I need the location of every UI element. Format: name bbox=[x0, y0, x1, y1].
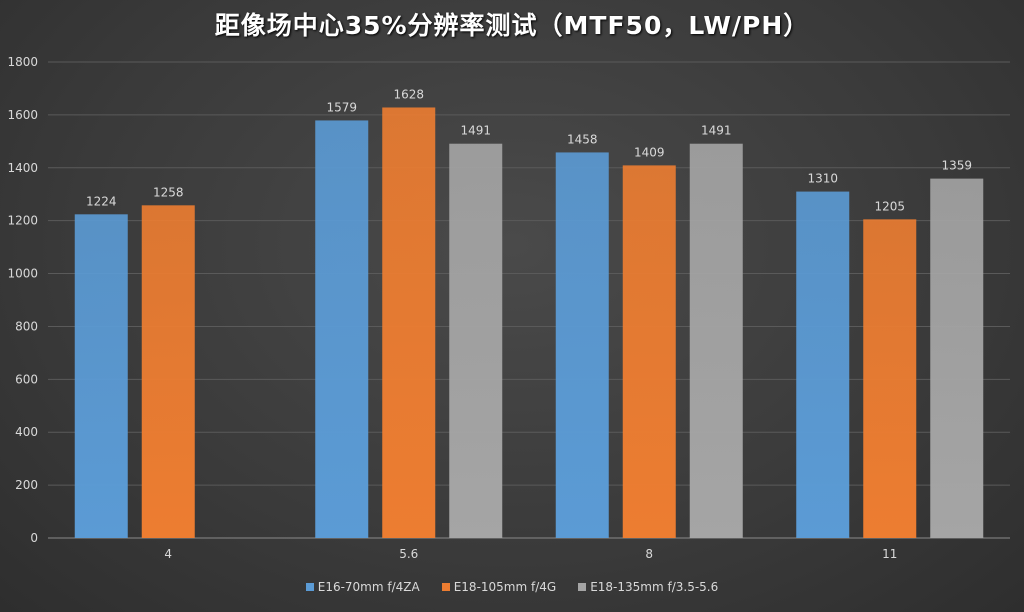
legend-swatch bbox=[441, 583, 450, 591]
data-label: 1258 bbox=[153, 185, 184, 199]
data-label: 1458 bbox=[567, 132, 598, 146]
legend-item: E18-135mm f/3.5-5.6 bbox=[578, 580, 718, 594]
x-tick-label: 5.6 bbox=[399, 547, 418, 561]
y-tick-label: 600 bbox=[15, 372, 38, 386]
x-tick-label: 4 bbox=[164, 547, 172, 561]
y-tick-label: 400 bbox=[15, 425, 38, 439]
data-label: 1409 bbox=[634, 145, 665, 159]
chart-title: 距像场中心35%分辨率测试（MTF50，LW/PH） bbox=[214, 11, 810, 40]
y-tick-label: 1600 bbox=[7, 108, 38, 122]
data-label: 1359 bbox=[941, 159, 972, 173]
bar bbox=[315, 120, 369, 538]
legend-label: E16-70mm f/4ZA bbox=[317, 580, 420, 594]
legend-label: E18-105mm f/4G bbox=[453, 580, 557, 594]
data-label: 1310 bbox=[807, 172, 838, 186]
y-tick-label: 200 bbox=[15, 478, 38, 492]
bar bbox=[449, 143, 503, 539]
legend-swatch bbox=[305, 583, 314, 591]
x-tick-label: 11 bbox=[882, 547, 897, 561]
legend-item: E18-105mm f/4G bbox=[441, 580, 557, 594]
data-label: 1224 bbox=[86, 194, 117, 208]
data-label: 1628 bbox=[393, 87, 424, 101]
bar bbox=[689, 143, 743, 539]
data-label: 1579 bbox=[326, 100, 357, 114]
data-label: 1491 bbox=[460, 124, 491, 138]
legend: E16-70mm f/4ZA E18-105mm f/4G E18-135mm f/… bbox=[0, 580, 1024, 594]
y-tick-label: 1200 bbox=[7, 214, 38, 228]
bar bbox=[863, 219, 917, 538]
legend-item: E16-70mm f/4ZA bbox=[305, 580, 420, 594]
y-tick-label: 800 bbox=[15, 319, 38, 333]
bar bbox=[555, 152, 609, 538]
legend-swatch bbox=[578, 583, 587, 591]
bar bbox=[74, 214, 128, 538]
legend-label: E18-135mm f/3.5-5.6 bbox=[590, 580, 719, 594]
y-tick-label: 1000 bbox=[7, 267, 38, 281]
y-tick-label: 0 bbox=[30, 531, 38, 545]
y-tick-label: 1400 bbox=[7, 161, 38, 175]
bar bbox=[141, 205, 195, 538]
bar bbox=[382, 107, 436, 539]
bar bbox=[622, 165, 676, 539]
data-label: 1205 bbox=[874, 199, 905, 213]
y-tick-label: 1800 bbox=[7, 55, 38, 69]
data-label: 1491 bbox=[701, 124, 732, 138]
x-tick-label: 8 bbox=[645, 547, 653, 561]
bar bbox=[930, 178, 984, 538]
bar bbox=[796, 191, 850, 539]
